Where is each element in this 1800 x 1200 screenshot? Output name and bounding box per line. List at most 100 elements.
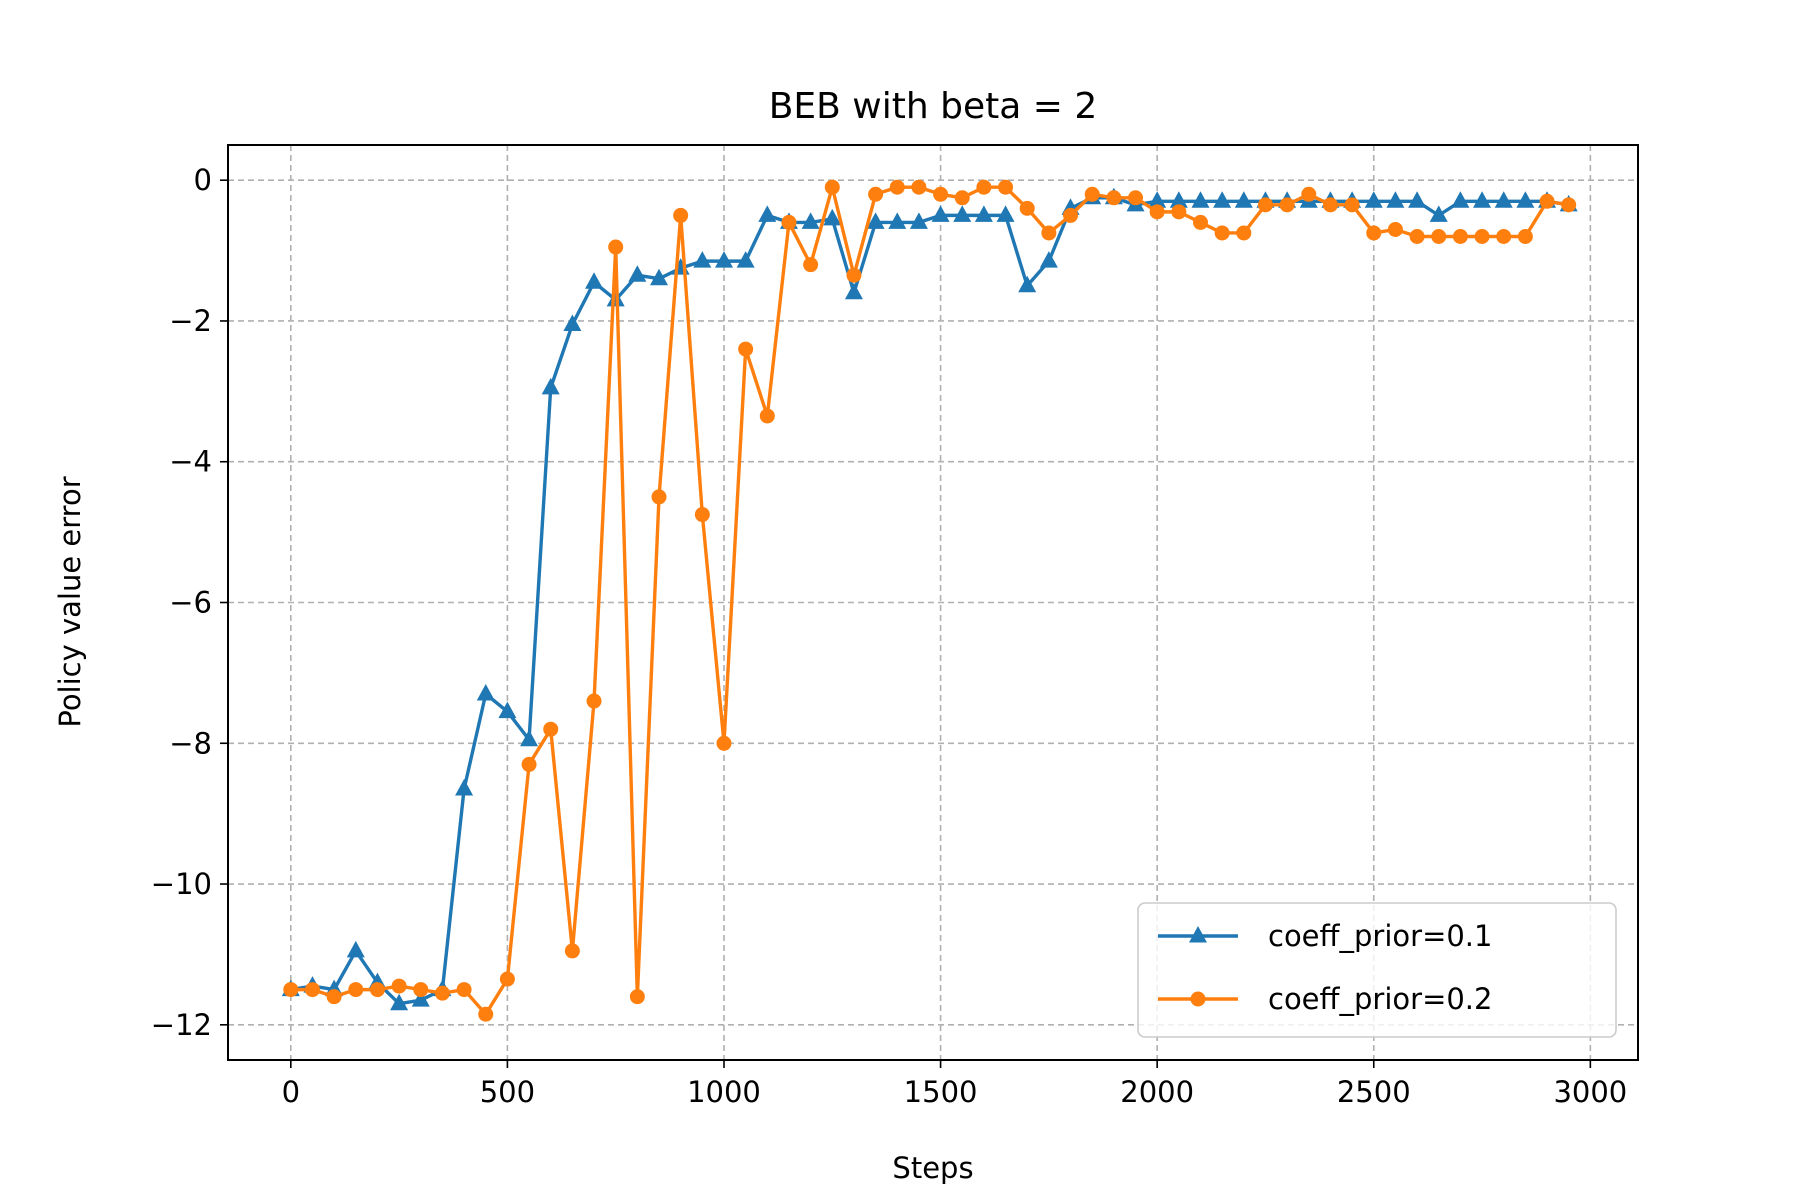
data-point	[346, 940, 365, 958]
data-point	[954, 190, 970, 206]
data-point	[1236, 225, 1252, 241]
data-point	[1063, 207, 1079, 223]
data-point	[736, 251, 755, 268]
data-point	[1192, 214, 1208, 230]
legend-label: coeff_prior=0.2	[1268, 982, 1492, 1016]
y-tick-label: −6	[169, 586, 212, 620]
data-point	[1322, 197, 1338, 213]
data-point	[283, 982, 299, 998]
data-point	[564, 943, 580, 959]
y-axis: 0 −2 −4 −6 −8 −10 −12	[151, 163, 228, 1042]
data-point	[476, 684, 495, 701]
y-tick-label: −2	[169, 304, 212, 338]
data-point	[650, 268, 669, 286]
data-point	[498, 701, 517, 719]
data-point	[1452, 229, 1468, 244]
data-point	[369, 982, 385, 998]
data-point	[868, 186, 884, 202]
data-point	[693, 251, 712, 268]
data-point	[823, 208, 842, 226]
data-point	[933, 186, 949, 202]
data-point	[1301, 186, 1317, 202]
data-point	[759, 408, 775, 424]
data-point	[738, 341, 754, 357]
data-point	[911, 179, 927, 195]
y-tick-label: −10	[151, 867, 212, 901]
legend-entry: coeff_prior=0.1	[1158, 919, 1492, 953]
series-layer	[281, 179, 1578, 1022]
data-point	[1387, 221, 1403, 237]
data-point	[1366, 225, 1382, 241]
data-point	[1039, 251, 1058, 268]
data-point	[543, 721, 559, 737]
data-point	[1429, 205, 1448, 222]
data-point	[348, 982, 364, 998]
data-point	[1496, 229, 1512, 244]
data-point	[1084, 186, 1100, 202]
data-point	[714, 251, 733, 268]
data-point	[931, 205, 950, 222]
data-point	[1451, 191, 1470, 208]
data-point	[1539, 193, 1555, 209]
data-point	[411, 990, 430, 1007]
series-2	[283, 179, 1577, 1022]
data-point	[1408, 191, 1427, 208]
data-point	[1018, 275, 1037, 293]
data-point	[996, 205, 1015, 222]
data-point	[889, 179, 905, 195]
data-point	[1279, 197, 1295, 213]
data-point	[390, 993, 409, 1011]
x-tick-label: 0	[282, 1075, 300, 1109]
data-point	[1234, 191, 1253, 208]
x-tick-label: 1000	[687, 1075, 761, 1109]
data-point	[628, 265, 647, 282]
data-point	[1213, 191, 1232, 208]
data-point	[1148, 191, 1167, 208]
data-point	[304, 982, 320, 998]
data-point	[974, 205, 993, 222]
data-point	[888, 212, 907, 229]
x-tick-label: 1500	[904, 1075, 978, 1109]
legend: coeff_prior=0.1 coeff_prior=0.2	[1137, 902, 1617, 1038]
data-point	[456, 982, 472, 998]
x-axis: 0 500 1000 1500 2000 2500 3000	[282, 1060, 1627, 1109]
data-point	[953, 205, 972, 222]
data-point	[1171, 204, 1187, 220]
data-point	[1517, 229, 1533, 244]
legend-marker	[1190, 991, 1206, 1007]
legend-entry: coeff_prior=0.2	[1158, 982, 1492, 1016]
data-point	[781, 214, 797, 230]
data-point	[1106, 190, 1122, 206]
y-axis-label: Policy value error	[53, 476, 87, 727]
data-point	[520, 729, 539, 747]
data-point	[824, 179, 840, 195]
data-point	[455, 779, 474, 796]
data-point	[499, 971, 515, 987]
data-point	[758, 205, 777, 222]
data-point	[563, 314, 582, 331]
data-point	[585, 272, 604, 289]
x-tick-label: 3000	[1553, 1075, 1627, 1109]
data-point	[1214, 225, 1230, 241]
data-point	[1494, 191, 1513, 208]
data-point	[629, 989, 645, 1005]
y-tick-label: −4	[169, 445, 212, 479]
data-point	[976, 179, 992, 195]
data-point	[326, 989, 342, 1005]
data-point	[1473, 191, 1492, 208]
data-point	[1431, 229, 1447, 244]
data-point	[909, 212, 928, 229]
data-point	[608, 239, 624, 255]
data-point	[413, 982, 429, 998]
legend-label: coeff_prior=0.1	[1268, 919, 1492, 953]
data-point	[521, 756, 537, 772]
data-point	[1386, 191, 1405, 208]
x-tick-label: 500	[480, 1075, 535, 1109]
series-line	[290, 185, 1569, 1016]
data-point	[1409, 229, 1425, 244]
data-point	[1364, 191, 1383, 208]
data-point	[694, 507, 710, 523]
y-tick-label: 0	[194, 163, 212, 197]
